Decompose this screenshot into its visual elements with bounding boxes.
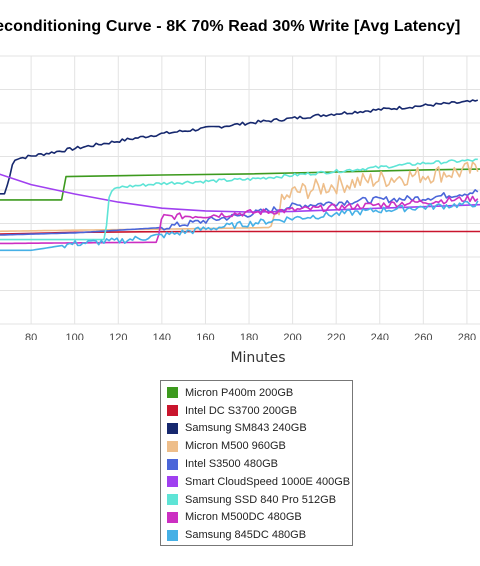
legend-swatch: [167, 422, 178, 434]
series-line-samsung-sm843-240gb: [0, 99, 479, 195]
x-tick-label: 240: [371, 332, 389, 340]
x-tick-label: 180: [240, 332, 258, 340]
series-line-samsung-845dc-480gb: [0, 200, 479, 252]
series-line-micron-m500dc-480gb: [0, 195, 479, 245]
legend-item: Intel DC S3700 200GB: [167, 402, 346, 420]
legend-label: Smart CloudSpeed 1000E 400GB: [185, 475, 351, 488]
legend-label: Intel DC S3700 200GB: [185, 404, 297, 417]
x-tick-label: 200: [283, 332, 301, 340]
x-tick-label: 160: [196, 332, 214, 340]
legend-item: Micron P400m 200GB: [167, 384, 346, 402]
legend-item: Samsung SM843 240GB: [167, 420, 346, 438]
legend-swatch: [167, 458, 178, 470]
legend: Micron P400m 200GB Intel DC S3700 200GB Sa…: [160, 380, 353, 546]
x-axis-label: Minutes: [230, 350, 286, 366]
plot-area: 6080100120140160180200220240260280: [0, 55, 480, 340]
series-line-samsung-ssd-840-pro-512gb: [0, 158, 478, 241]
series-line-micron-p400m-200gb: [0, 168, 480, 201]
legend-swatch: [167, 440, 178, 452]
legend-item: Intel S3500 480GB: [167, 455, 346, 473]
x-tick-label: 140: [153, 332, 171, 340]
legend-swatch: [167, 405, 178, 417]
legend-label: Micron M500DC 480GB: [185, 511, 302, 524]
legend-item: Smart CloudSpeed 1000E 400GB: [167, 473, 350, 491]
legend-swatch: [167, 494, 178, 506]
legend-item: Samsung SSD 840 Pro 512GB: [167, 491, 346, 509]
legend-swatch: [167, 529, 178, 541]
legend-swatch: [167, 387, 178, 399]
legend-swatch: [167, 476, 178, 488]
legend-label: Samsung SM843 240GB: [185, 422, 307, 435]
legend-label: Micron P400m 200GB: [185, 386, 294, 399]
x-tick-label: 80: [25, 332, 37, 340]
series-line-smart-cloudspeed-1000e-400gb: [0, 173, 480, 213]
legend-label: Samsung 845DC 480GB: [185, 529, 307, 542]
x-tick-label: 280: [458, 332, 476, 340]
series-line-intel-s3500-480gb: [0, 189, 479, 236]
legend-item: Samsung 845DC 480GB: [167, 526, 346, 544]
legend-swatch: [167, 511, 178, 523]
legend-label: Samsung SSD 840 Pro 512GB: [185, 493, 337, 506]
legend-item: Micron M500DC 480GB: [167, 509, 346, 527]
chart-title: Preconditioning Curve - 8K 70% Read 30% …: [0, 18, 461, 35]
legend-item: Micron M500 960GB: [167, 437, 346, 455]
series-line-micron-m500-960gb: [0, 161, 479, 233]
legend-label: Micron M500 960GB: [185, 440, 286, 453]
legend-label: Intel S3500 480GB: [185, 458, 278, 471]
x-tick-label: 100: [66, 332, 84, 340]
x-tick-label: 120: [109, 332, 127, 340]
x-tick-label: 260: [414, 332, 432, 340]
x-tick-label: 220: [327, 332, 345, 340]
